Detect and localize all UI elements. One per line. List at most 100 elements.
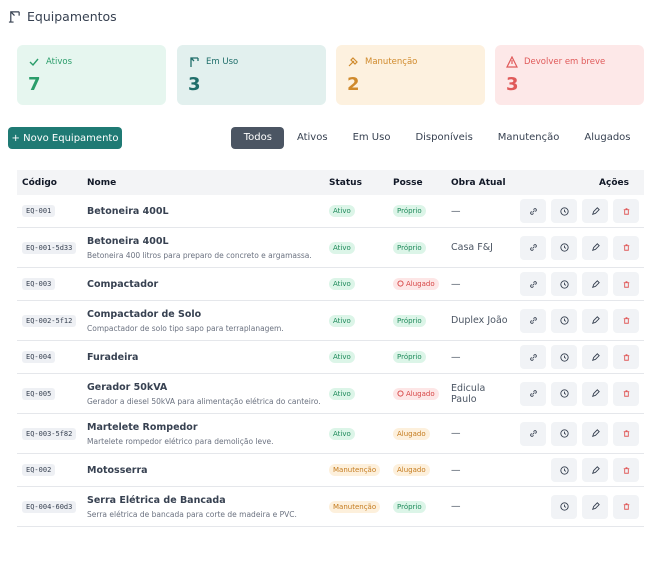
table-row: EQ-005 Gerador 50kVA Gerador a diesel 50kV… [17,373,644,414]
hist-button[interactable] [551,381,577,406]
del-button[interactable] [613,272,639,296]
hist-button[interactable] [551,235,577,260]
stat-label: Em Uso [206,57,239,67]
actions-cell [515,373,644,414]
alert-icon [397,389,404,397]
del-button[interactable] [613,421,639,446]
hist-button[interactable] [551,345,577,369]
code-cell: EQ-001 [17,195,82,228]
actions [520,345,639,369]
actions-cell [515,453,644,487]
filter-tab[interactable]: Em Uso [352,132,391,143]
link-button[interactable] [520,235,546,260]
posse-text: Próprio [397,353,422,361]
equipment-name: Gerador 50kVA [87,381,168,393]
edit-button[interactable] [582,235,608,260]
hist-button[interactable] [551,308,577,333]
edit-button[interactable] [582,494,608,519]
link-button[interactable] [520,308,546,333]
link-button[interactable] [520,199,546,223]
edit-button[interactable] [582,199,608,223]
posse-text: Próprio [397,243,422,252]
obra-cell: — [446,413,515,454]
filter-tab[interactable]: Alugados [584,132,631,143]
del-icon [623,353,629,361]
filter-tab[interactable]: Manutenção [497,132,560,143]
posse-cell: Próprio [388,300,446,341]
hist-icon [559,465,569,475]
del-button[interactable] [613,199,639,223]
edit-icon [591,429,600,437]
edit-button[interactable] [582,421,608,446]
code-badge: EQ-004-60d3 [22,500,77,513]
actions-cell [515,195,644,228]
del-button[interactable] [613,458,639,482]
hist-button[interactable] [551,199,577,223]
link-button[interactable] [520,272,546,296]
code-badge: EQ-005 [22,387,56,400]
obra-cell: — [446,453,515,487]
actions [520,199,639,223]
filter-tab[interactable]: Ativos [296,132,328,143]
edit-button[interactable] [582,272,608,296]
stat-value: 7 [28,74,41,95]
del-button[interactable] [613,494,639,519]
hist-button[interactable] [551,272,577,296]
edit-button[interactable] [582,458,608,482]
filter-tab[interactable]: Disponíveis [415,132,473,143]
link-button[interactable] [520,345,546,369]
new-equipment-button[interactable]: + Novo Equipamento [8,127,122,149]
link-icon [529,280,537,288]
table-header: Código Nome Status Posse Obra Atual Ações [17,170,644,195]
stat-icon [29,58,39,67]
edit-button[interactable] [582,381,608,406]
link-icon [529,207,537,215]
edit-icon [591,206,600,215]
posse-badge: Próprio [393,351,426,363]
edit-button[interactable] [582,308,608,333]
stat-value: 2 [347,74,360,95]
hist-icon [559,502,569,511]
obra-text: — [451,501,461,512]
posse-cell: Alugado [388,373,446,414]
status-cell: Ativo [324,227,388,268]
del-icon [623,280,629,288]
del-button[interactable] [613,345,639,369]
edit-icon [591,502,600,510]
stat-label-row: Manutenção [347,56,474,68]
link-button[interactable] [520,381,546,406]
hist-button[interactable] [551,421,577,446]
edit-icon [591,316,600,324]
actions [520,308,639,333]
actions [520,272,639,296]
stat-icon [348,57,358,67]
code-cell: EQ-003-5f82 [17,413,82,454]
code-cell: EQ-004-60d3 [17,486,82,527]
status-cell: Manutenção [324,453,388,487]
edit-button[interactable] [582,345,608,369]
posse-badge: Próprio [393,205,426,217]
name-cell: Compactador [82,267,324,301]
posse-text: Alugado [406,280,435,288]
obra-cell: — [446,267,515,301]
code-badge: EQ-001-5d33 [22,241,77,254]
status-cell: Ativo [324,413,388,454]
del-button[interactable] [613,381,639,406]
code-cell: EQ-002-5f12 [17,300,82,341]
filter-tab[interactable]: Todos [231,127,285,149]
column-header: Código [17,170,82,195]
equipment-name: Serra Elétrica de Bancada [87,494,226,506]
hist-button[interactable] [551,458,577,482]
hist-button[interactable] [551,494,577,519]
del-button[interactable] [613,235,639,260]
del-button[interactable] [613,308,639,333]
table-row: EQ-001 Betoneira 400L Ativo Próprio — [17,195,644,228]
link-button[interactable] [520,421,546,446]
code-badge: EQ-002 [22,464,56,476]
equipment-name: Compactador de Solo [87,308,202,320]
posse-cell: Alugado [388,453,446,487]
code-cell: EQ-002 [17,453,82,487]
posse-text: Alugado [406,389,435,398]
link-icon [529,430,537,437]
status-badge: Ativo [329,427,355,440]
